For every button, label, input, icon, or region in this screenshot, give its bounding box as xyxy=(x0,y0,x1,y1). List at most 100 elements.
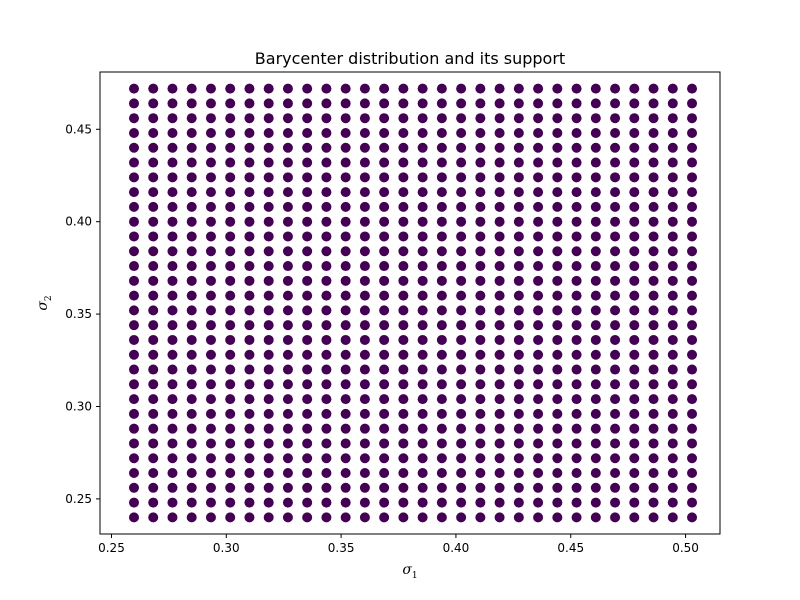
data-point xyxy=(128,246,139,257)
data-point xyxy=(321,423,332,434)
data-point xyxy=(648,275,659,286)
data-point xyxy=(186,201,197,212)
data-point xyxy=(359,468,370,479)
data-point xyxy=(205,231,216,242)
data-point xyxy=(417,113,428,124)
data-point xyxy=(321,497,332,508)
data-point xyxy=(571,275,582,286)
data-point xyxy=(417,187,428,198)
x-axis-label: σ1 xyxy=(402,562,417,581)
data-point xyxy=(590,231,601,242)
data-point xyxy=(340,261,351,272)
data-point xyxy=(456,305,467,316)
data-point xyxy=(244,201,255,212)
data-point xyxy=(571,512,582,523)
data-point xyxy=(629,468,640,479)
data-point xyxy=(302,453,313,464)
data-point xyxy=(436,201,447,212)
data-point xyxy=(513,142,524,153)
x-tick-label: 0.30 xyxy=(213,541,240,555)
data-point xyxy=(263,216,274,227)
data-point xyxy=(571,246,582,257)
data-point xyxy=(571,349,582,360)
data-point xyxy=(302,408,313,419)
data-point xyxy=(359,157,370,168)
data-point xyxy=(205,512,216,523)
data-point xyxy=(148,216,159,227)
data-point xyxy=(513,231,524,242)
data-point xyxy=(225,349,236,360)
data-point xyxy=(321,83,332,94)
data-point xyxy=(533,379,544,390)
y-tick-label: 0.40 xyxy=(65,215,92,229)
data-point xyxy=(456,261,467,272)
data-point xyxy=(398,275,409,286)
data-point xyxy=(475,468,486,479)
data-point xyxy=(398,453,409,464)
data-point xyxy=(167,482,178,493)
data-point xyxy=(359,512,370,523)
data-point xyxy=(687,83,698,94)
data-point xyxy=(513,201,524,212)
data-point xyxy=(148,157,159,168)
data-point xyxy=(167,408,178,419)
data-point xyxy=(667,201,678,212)
data-point xyxy=(244,98,255,109)
data-point xyxy=(225,98,236,109)
data-point xyxy=(128,231,139,242)
data-point xyxy=(321,512,332,523)
data-point xyxy=(186,497,197,508)
data-point xyxy=(533,113,544,124)
data-point xyxy=(648,157,659,168)
y-axis: 0.25 0.30 0.35 0.40 0.45 xyxy=(65,122,100,506)
data-point xyxy=(225,127,236,138)
data-point xyxy=(398,172,409,183)
data-point xyxy=(321,261,332,272)
data-point xyxy=(436,497,447,508)
data-point xyxy=(475,261,486,272)
data-point xyxy=(225,394,236,405)
data-point xyxy=(475,423,486,434)
data-point xyxy=(552,438,563,449)
data-point xyxy=(629,127,640,138)
data-point xyxy=(571,334,582,345)
data-point xyxy=(648,364,659,375)
data-point xyxy=(340,187,351,198)
data-point xyxy=(282,157,293,168)
data-point xyxy=(302,305,313,316)
data-point xyxy=(648,423,659,434)
data-point xyxy=(340,334,351,345)
data-point xyxy=(263,113,274,124)
data-point xyxy=(244,275,255,286)
data-point xyxy=(302,98,313,109)
data-point xyxy=(687,334,698,345)
data-point xyxy=(263,290,274,301)
data-point xyxy=(687,320,698,331)
data-point xyxy=(282,142,293,153)
data-point xyxy=(282,438,293,449)
data-point xyxy=(398,157,409,168)
data-point xyxy=(687,468,698,479)
data-point xyxy=(590,290,601,301)
data-point xyxy=(610,142,621,153)
data-point xyxy=(533,261,544,272)
data-point xyxy=(167,394,178,405)
data-point xyxy=(321,438,332,449)
data-point xyxy=(167,98,178,109)
data-point xyxy=(148,364,159,375)
data-point xyxy=(340,408,351,419)
data-point xyxy=(629,113,640,124)
data-point xyxy=(244,157,255,168)
data-point xyxy=(417,172,428,183)
data-point xyxy=(321,142,332,153)
data-point xyxy=(398,290,409,301)
data-point xyxy=(398,394,409,405)
data-point xyxy=(148,290,159,301)
data-point xyxy=(513,364,524,375)
data-point xyxy=(186,468,197,479)
data-point xyxy=(398,334,409,345)
data-point xyxy=(513,423,524,434)
data-point xyxy=(436,113,447,124)
data-point xyxy=(456,142,467,153)
